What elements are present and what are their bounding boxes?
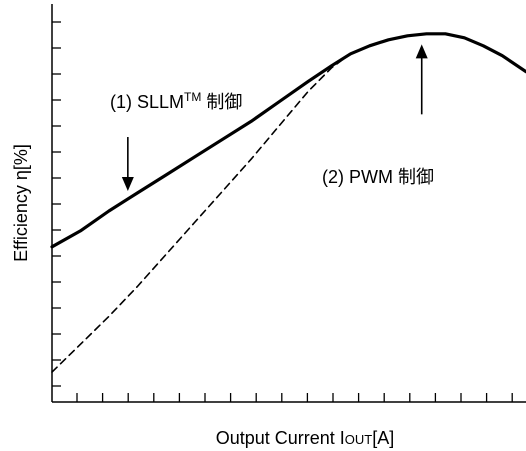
y-axis-label: Efficiency η[%] — [11, 144, 31, 262]
annotation-arrow-head — [415, 44, 428, 59]
annotation-label-sllm: (1) SLLMTM 制御 — [110, 90, 242, 112]
x-axis-ticks — [76, 393, 513, 402]
y-axis-ticks — [52, 21, 61, 387]
annotations-group — [121, 44, 428, 192]
x-axis-label-main: Output Current I — [216, 428, 345, 448]
annotation-sllm-suffix: 制御 — [201, 92, 242, 112]
series-group — [50, 32, 526, 373]
series-line-pwm — [51, 33, 526, 373]
x-axis-label-subscript: OUT — [345, 432, 373, 447]
annotation-sllm-superscript: TM — [184, 90, 201, 104]
series-line-sllm — [50, 32, 526, 249]
x-axis-label: Output Current IOUT[A] — [216, 428, 395, 448]
annotation-label-pwm: (2) PWM 制御 — [322, 167, 434, 187]
annotation-sllm-main: (1) SLLM — [110, 92, 184, 112]
x-axis-label-unit: [A] — [372, 428, 394, 448]
annotation-arrow-head — [121, 177, 134, 192]
